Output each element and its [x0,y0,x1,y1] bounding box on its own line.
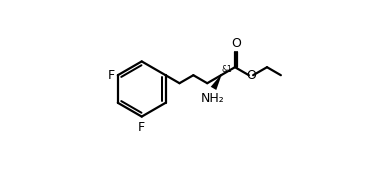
Text: NH₂: NH₂ [201,92,225,105]
Text: &1: &1 [221,66,232,74]
Text: F: F [108,69,115,82]
Text: O: O [231,37,241,50]
Text: O: O [246,69,256,82]
Text: F: F [138,121,145,134]
Polygon shape [211,75,221,90]
